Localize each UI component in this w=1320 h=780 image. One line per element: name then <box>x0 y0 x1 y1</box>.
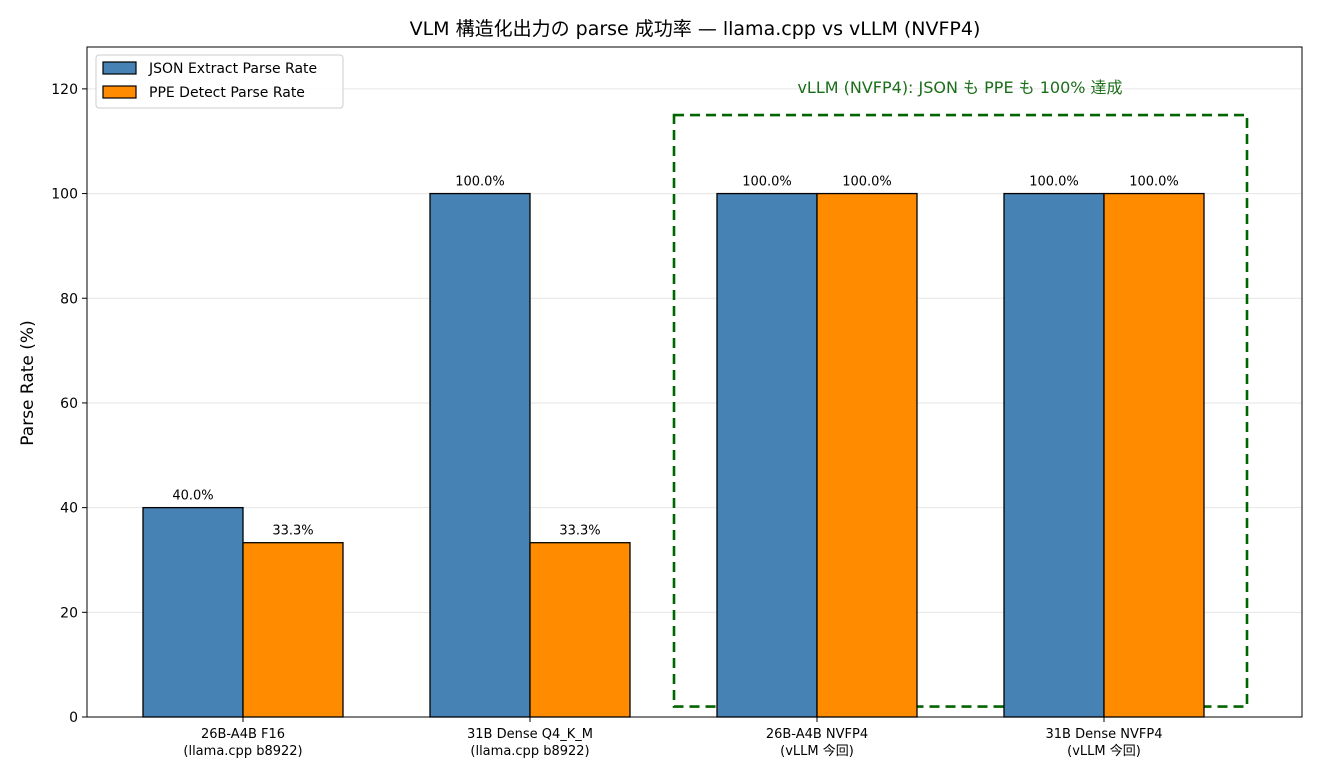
x-tick-label: (llama.cpp b8922) <box>183 744 302 759</box>
y-axis-label: Parse Rate (%) <box>18 320 38 445</box>
data-label: 100.0% <box>842 175 892 190</box>
x-tick-label: (llama.cpp b8922) <box>470 744 589 759</box>
data-label: 100.0% <box>455 175 505 190</box>
bar-json-extract <box>142 506 244 718</box>
y-axis-ticks: 0 20 40 60 80 100 120 <box>51 82 87 726</box>
legend-label: PPE Detect Parse Rate <box>149 85 305 101</box>
chart-title: VLM 構造化出力の parse 成功率 — llama.cpp vs vLLM… <box>410 18 981 40</box>
data-labels-group: 40.0% 100.0% 100.0% 100.0% 33.3% 33.3% 100.0% 1… <box>172 175 1178 539</box>
data-label: 40.0% <box>172 489 213 504</box>
highlight-box-group <box>672 113 1249 708</box>
legend-swatch <box>102 61 137 75</box>
bar-ppe-detect <box>529 542 631 718</box>
y-tick-label: 0 <box>69 710 78 726</box>
legend-frame <box>95 54 344 109</box>
bar-ppe-detect <box>242 542 344 718</box>
y-tick-label: 60 <box>60 396 78 412</box>
y-tick-label: 80 <box>60 291 78 307</box>
y-tick-label: 20 <box>60 605 78 621</box>
bar-json-extract <box>429 192 531 718</box>
data-label: 33.3% <box>272 524 313 539</box>
y-tick-label: 120 <box>51 82 78 98</box>
x-tick-label: (vLLM 今回) <box>1067 743 1141 759</box>
x-tick-label: 31B Dense NVFP4 <box>1046 727 1163 742</box>
bars-group <box>142 192 1205 718</box>
bar-json-extract <box>1003 192 1105 718</box>
legend: JSON Extract Parse Rate PPE Detect Parse … <box>95 54 344 109</box>
x-tick-label: 26B-A4B NVFP4 <box>766 727 868 742</box>
x-tick-label: 31B Dense Q4_K_M <box>467 727 593 742</box>
plot-frame <box>86 46 1303 718</box>
y-tick-label: 100 <box>51 187 78 203</box>
data-label: 100.0% <box>1029 175 1079 190</box>
x-tick-label: (vLLM 今回) <box>780 743 854 759</box>
legend-swatch <box>102 85 137 99</box>
y-tick-label: 40 <box>60 501 78 517</box>
highlight-box <box>672 113 1249 708</box>
annotation-text: vLLM (NVFP4): JSON も PPE も 100% 達成 <box>797 78 1122 97</box>
data-label: 100.0% <box>1129 175 1179 190</box>
legend-label: JSON Extract Parse Rate <box>148 61 317 77</box>
bar-json-extract <box>716 192 818 718</box>
bar-ppe-detect <box>816 192 918 718</box>
data-label: 100.0% <box>742 175 792 190</box>
data-label: 33.3% <box>559 524 600 539</box>
x-tick-label: 26B-A4B F16 <box>201 727 285 742</box>
x-axis-ticks: 26B-A4B F16 (llama.cpp b8922) 31B Dense Q4… <box>183 717 1162 759</box>
bar-ppe-detect <box>1103 192 1205 718</box>
